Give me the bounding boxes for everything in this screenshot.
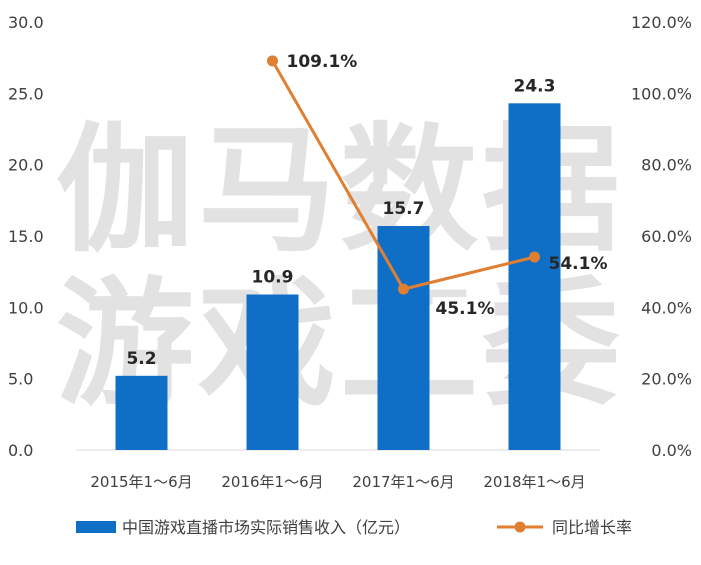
bar (508, 103, 561, 450)
legend-bar-label: 中国游戏直播市场实际销售收入（亿元） (122, 518, 410, 537)
growth-line-series (267, 55, 540, 295)
y-right-tick-label: 120.0% (631, 13, 692, 32)
y-right-tick-label: 40.0% (641, 298, 692, 317)
growth-label-background (432, 297, 495, 320)
y-right-tick-label: 0.0% (651, 441, 692, 460)
bar (115, 375, 168, 450)
legend-line-marker (514, 521, 526, 533)
y-right-tick-label: 100.0% (631, 84, 692, 103)
y-left-tick-label: 10.0 (8, 298, 44, 317)
growth-point (267, 55, 278, 67)
y-left-tick-label: 15.0 (8, 227, 44, 246)
bar-series (115, 103, 561, 450)
x-tick-label: 2017年1～6月 (352, 473, 454, 491)
y-left-tick-label: 20.0 (8, 156, 44, 175)
y-axis-left: 0.0 5.0 10.0 15.0 20.0 25.0 30.0 (8, 13, 44, 460)
growth-value-label: 54.1% (549, 254, 608, 274)
data-labels: 5.2 10.9 15.7 24.3 109.1% 45.1% 54.1% (126, 52, 607, 369)
growth-point (398, 283, 409, 295)
bar-value-label: 15.7 (383, 199, 425, 219)
growth-value-label: 45.1% (436, 299, 495, 319)
y-right-tick-label: 20.0% (641, 370, 692, 389)
bar-value-label: 10.9 (252, 267, 294, 287)
bar-value-label: 5.2 (126, 349, 156, 369)
x-tick-label: 2016年1～6月 (221, 473, 323, 491)
y-left-tick-label: 5.0 (8, 370, 33, 389)
y-right-tick-label: 60.0% (641, 227, 692, 246)
y-axis-right: 0.0% 20.0% 40.0% 60.0% 80.0% 100.0% 120.0% (631, 13, 692, 460)
bar-value-label: 24.3 (514, 76, 556, 96)
growth-point (529, 251, 540, 263)
y-left-tick-label: 25.0 (8, 84, 44, 103)
growth-value-label: 109.1% (287, 52, 358, 72)
y-right-tick-label: 80.0% (641, 156, 692, 175)
y-left-tick-label: 0.0 (8, 441, 33, 460)
legend-line-label: 同比增长率 (552, 518, 632, 537)
x-tick-label: 2015年1～6月 (90, 473, 192, 491)
legend-bar-swatch (76, 521, 116, 533)
x-axis: 2015年1～6月 2016年1～6月 2017年1～6月 2018年1～6月 (76, 449, 600, 491)
legend: 中国游戏直播市场实际销售收入（亿元） 同比增长率 (76, 518, 632, 537)
bar (377, 226, 430, 450)
y-left-tick-label: 30.0 (8, 13, 44, 32)
x-tick-label: 2018年1～6月 (483, 473, 585, 491)
bar (246, 294, 299, 450)
